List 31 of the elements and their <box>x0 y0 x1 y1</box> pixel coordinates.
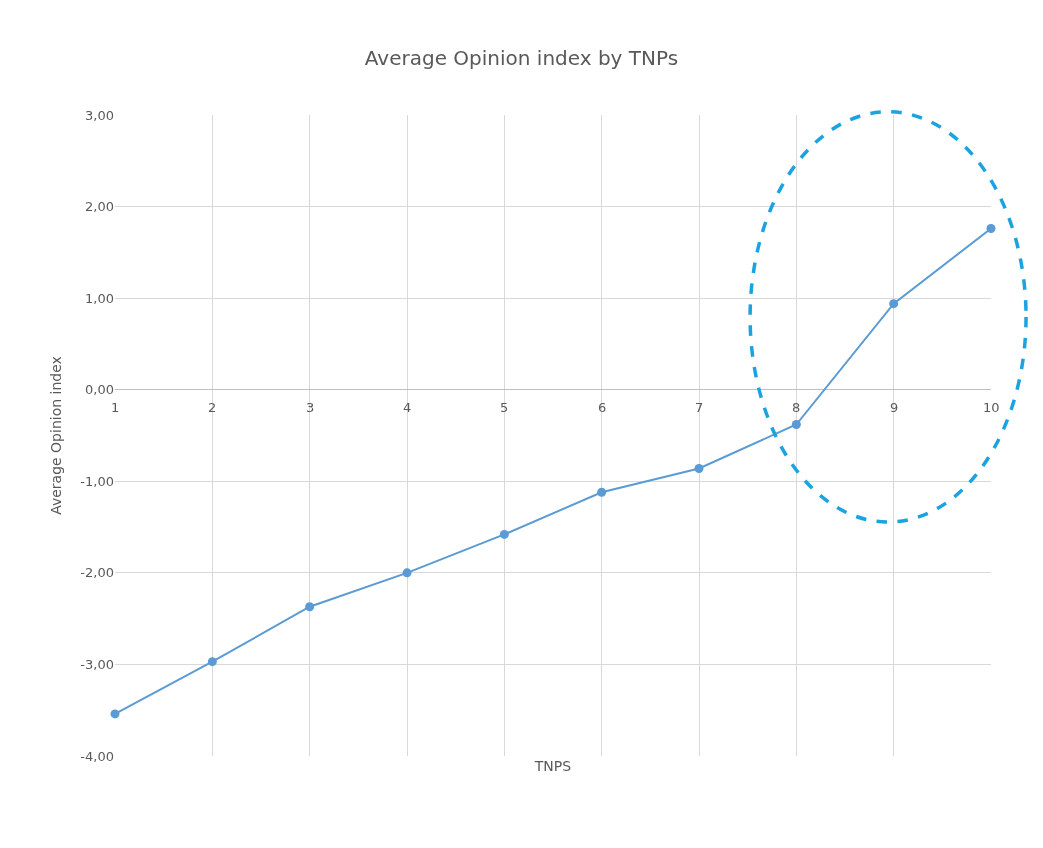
x-tick-label: 2 <box>208 400 217 415</box>
y-tick-label: 0,00 <box>85 382 114 398</box>
chart-title: Average Opinion index by TNPs <box>364 45 679 70</box>
x-tick-label: 3 <box>306 400 315 415</box>
point <box>986 224 996 234</box>
point <box>889 299 899 309</box>
point <box>402 568 412 578</box>
x-tick-label: 1 <box>111 400 120 415</box>
point <box>499 529 509 539</box>
y-tick-label: 2,00 <box>85 199 114 215</box>
y-tick-label: -3,00 <box>80 656 114 672</box>
point <box>305 602 315 612</box>
x-tick-label: 9 <box>890 400 899 415</box>
point <box>110 709 120 719</box>
y-axis-title: Average Opinion index <box>47 356 64 515</box>
point <box>791 420 801 430</box>
x-tick-label: 7 <box>695 400 704 415</box>
y-tick-label: -2,00 <box>80 565 114 581</box>
point <box>694 463 704 473</box>
y-tick-label: -1,00 <box>80 473 114 489</box>
x-tick-label: 6 <box>598 400 607 415</box>
x-axis-title: TNPS <box>533 758 572 775</box>
x-tick-label: 10 <box>983 400 1000 415</box>
x-tick-label: 4 <box>403 400 412 415</box>
point <box>597 487 607 497</box>
x-tick-label: 8 <box>792 400 801 415</box>
y-tick-label: -4,00 <box>80 748 114 764</box>
point <box>207 657 217 667</box>
y-tick-label: 3,00 <box>85 107 114 123</box>
x-tick-label: 5 <box>500 400 509 415</box>
y-tick-label: 1,00 <box>85 290 114 306</box>
